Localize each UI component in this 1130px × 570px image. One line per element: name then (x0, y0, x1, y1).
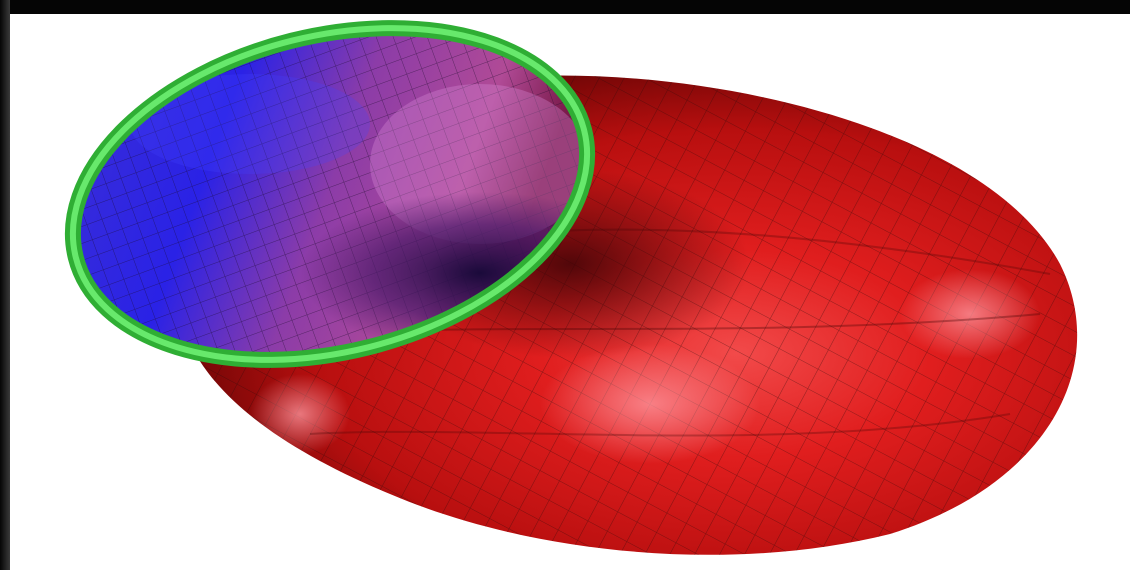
top-border (0, 0, 1130, 14)
image-canvas (10, 14, 1130, 570)
left-border (0, 0, 10, 570)
green-rim (64, 20, 596, 368)
surface-render (50, 14, 1078, 555)
